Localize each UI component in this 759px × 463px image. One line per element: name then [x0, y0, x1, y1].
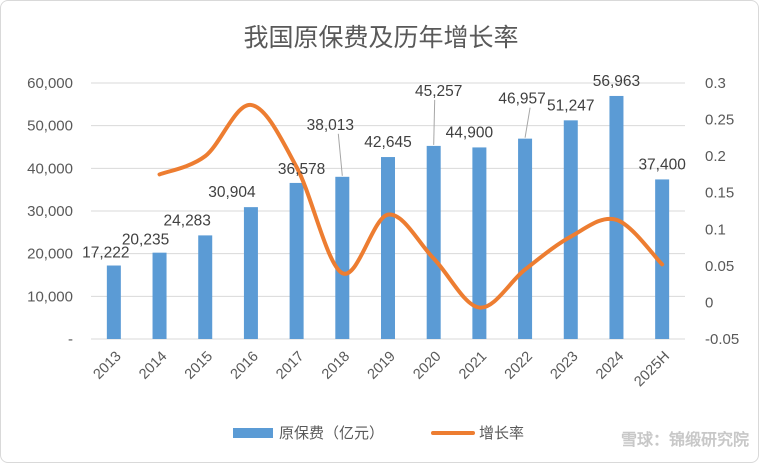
right-axis-tick-label: 0.2	[705, 148, 726, 165]
data-label-2022: 46,957	[498, 91, 545, 108]
leader-line-2018	[337, 133, 343, 176]
watermark: 雪球：锦缎研究院	[621, 430, 749, 449]
right-axis-tick-label: 0.15	[705, 185, 734, 202]
line-series	[157, 102, 665, 310]
left-axis-tick-label: 20,000	[27, 246, 73, 263]
legend-bar-swatch	[233, 428, 273, 438]
left-axis-tick-label: 60,000	[27, 75, 73, 92]
legend-bar-label: 原保费（亿元）	[279, 424, 384, 442]
bar-2025H	[655, 179, 670, 339]
data-label-2024: 56,963	[593, 73, 640, 90]
bar-2016	[243, 207, 258, 339]
x-axis-tick-label: 2015	[182, 349, 216, 383]
left-axis-tick-label: 40,000	[27, 160, 73, 177]
x-axis-tick-label: 2018	[319, 349, 353, 383]
bar-2019	[381, 157, 395, 339]
left-axis-ticks: - 10,000 20,000 30,000 40,000 50,000 60,000	[27, 75, 73, 348]
data-label-2017: 36,578	[278, 161, 325, 178]
bar-2022	[518, 138, 533, 339]
bar-2013	[106, 265, 121, 339]
x-axis-tick-label: 2020	[410, 349, 444, 383]
x-axis-tick-label: 2013	[91, 349, 125, 383]
bar-2020	[426, 145, 441, 339]
right-axis-tick-label: 0.3	[705, 75, 726, 92]
right-axis-tick-label: 0.25	[705, 112, 734, 129]
x-axis-tick-label: 2019	[365, 349, 399, 383]
data-label-2020: 45,257	[415, 83, 462, 100]
data-label-2015: 24,283	[164, 212, 211, 229]
bar-2023	[563, 120, 578, 339]
leader-line-2022	[524, 107, 531, 138]
watermark-text: 雪球：锦缎研究院	[621, 430, 749, 449]
left-axis-tick-label: 30,000	[27, 203, 73, 220]
data-label-2021: 44,900	[446, 124, 494, 141]
right-axis-ticks: -0.05 0 0.05 0.1 0.15 0.2 0.25 0.3	[705, 75, 739, 348]
data-label-2016: 30,904	[208, 184, 256, 201]
leader-lines	[337, 99, 531, 176]
leader-line-2020	[433, 99, 436, 145]
bar-2014	[152, 252, 167, 339]
bar-2017	[289, 182, 304, 339]
data-label-2018: 38,013	[307, 117, 354, 134]
right-axis-tick-label: 0.05	[705, 258, 734, 275]
x-axis-tick-label: 2017	[273, 349, 307, 383]
right-axis-tick-label: 0.1	[705, 221, 726, 238]
bar-2015	[198, 235, 213, 339]
x-axis-tick-label: 2024	[593, 349, 627, 383]
data-label-2023: 51,247	[547, 97, 594, 114]
legend-line-label: 增长率	[479, 424, 524, 442]
bar-2024	[609, 95, 624, 340]
bar-series	[106, 95, 670, 340]
x-axis-tick-label: 2022	[502, 349, 536, 383]
left-axis-tick-label: -	[68, 331, 73, 348]
data-label-2013: 17,222	[82, 245, 129, 262]
x-axis-tick-label: 2021	[456, 349, 490, 383]
x-axis-tick-label: 2014	[136, 349, 170, 383]
data-label-2014: 20,235	[122, 232, 169, 249]
x-axis-tick-label: 2016	[228, 349, 262, 383]
x-axis-tick-label: 2023	[547, 349, 581, 383]
data-label-2025H: 37,400	[638, 156, 686, 173]
bar-2021	[472, 147, 487, 339]
legend: 原保费（亿元） 增长率	[233, 424, 524, 442]
right-axis-tick-label: 0	[705, 294, 713, 311]
chart-title: 我国原保费及历年增长率	[243, 23, 518, 52]
data-label-2019: 42,645	[364, 134, 411, 151]
x-axis-ticks: 2013 2014 2015 2016 2017 2018 2019 2020 2021 2022…	[91, 349, 673, 391]
bar-2018	[335, 176, 350, 339]
left-axis-tick-label: 50,000	[27, 118, 73, 135]
right-axis-tick-label: -0.05	[705, 331, 739, 348]
x-axis-tick-label: 2025H	[631, 349, 673, 391]
left-axis-tick-label: 10,000	[27, 288, 73, 305]
